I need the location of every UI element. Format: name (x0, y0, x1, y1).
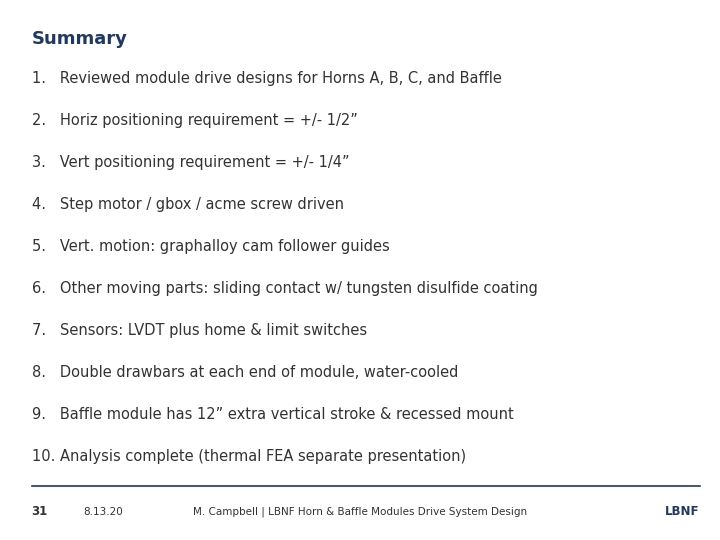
Text: 5.   Vert. motion: graphalloy cam follower guides: 5. Vert. motion: graphalloy cam follower… (32, 239, 390, 254)
Text: 3.   Vert positioning requirement = +/- 1/4”: 3. Vert positioning requirement = +/- 1/… (32, 155, 349, 170)
Text: M. Campbell | LBNF Horn & Baffle Modules Drive System Design: M. Campbell | LBNF Horn & Baffle Modules… (193, 507, 527, 517)
Text: Summary: Summary (32, 30, 127, 48)
Text: LBNF: LBNF (665, 505, 700, 518)
Text: 10. Analysis complete (thermal FEA separate presentation): 10. Analysis complete (thermal FEA separ… (32, 449, 466, 464)
Text: 2.   Horiz positioning requirement = +/- 1/2”: 2. Horiz positioning requirement = +/- 1… (32, 113, 358, 128)
Text: 6.   Other moving parts: sliding contact w/ tungsten disulfide coating: 6. Other moving parts: sliding contact w… (32, 281, 538, 296)
Text: 8.13.20: 8.13.20 (83, 507, 122, 517)
Text: 9.   Baffle module has 12” extra vertical stroke & recessed mount: 9. Baffle module has 12” extra vertical … (32, 407, 513, 422)
Text: 4.   Step motor / gbox / acme screw driven: 4. Step motor / gbox / acme screw driven (32, 197, 343, 212)
Text: 8.   Double drawbars at each end of module, water-cooled: 8. Double drawbars at each end of module… (32, 365, 458, 380)
Text: 1.   Reviewed module drive designs for Horns A, B, C, and Baffle: 1. Reviewed module drive designs for Hor… (32, 71, 502, 86)
Text: 7.   Sensors: LVDT plus home & limit switches: 7. Sensors: LVDT plus home & limit switc… (32, 323, 366, 338)
Text: 31: 31 (32, 505, 48, 518)
